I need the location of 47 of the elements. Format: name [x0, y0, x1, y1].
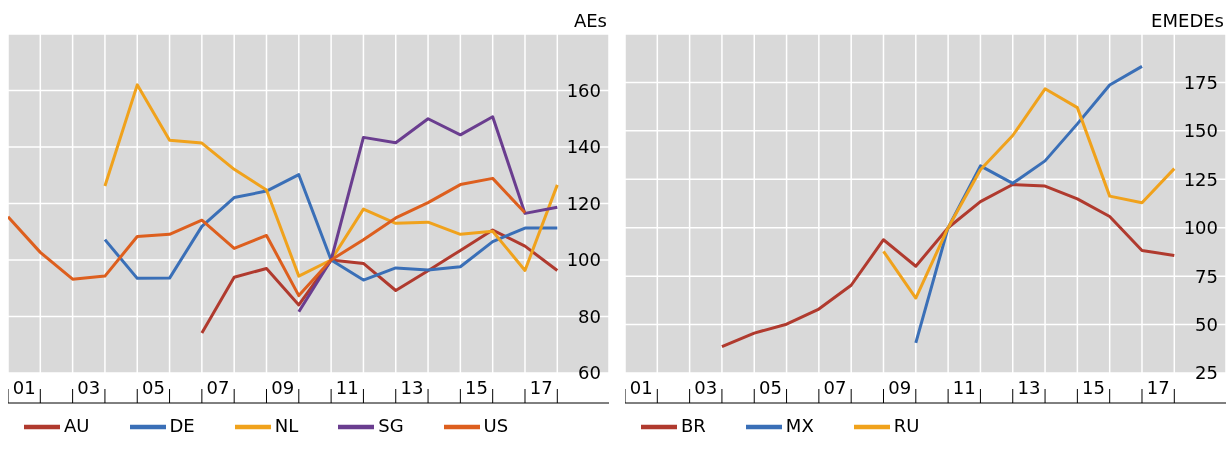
- x-tick-label: 17: [529, 376, 553, 398]
- x-tick-label: 09: [888, 376, 912, 398]
- x-tick-label: 01: [12, 376, 36, 398]
- legend-label: MX: [785, 415, 814, 436]
- x-tick-label: 05: [758, 376, 782, 398]
- x-tick-label: 11: [952, 376, 976, 398]
- x-tick-label: 03: [77, 376, 101, 398]
- x-tick-label: 01: [629, 376, 653, 398]
- y-axis-title: EMEDEs: [1151, 10, 1224, 31]
- line-series: [103, 173, 559, 282]
- y-tick-label: 125: [1183, 168, 1218, 190]
- legend-label: NL: [274, 415, 299, 436]
- line-series: [103, 83, 559, 278]
- x-tick-label: 03: [694, 376, 718, 398]
- x-tick-label: 15: [465, 376, 488, 398]
- x-tick-label: 15: [1082, 376, 1105, 398]
- legend-label: RU: [893, 415, 920, 436]
- y-tick-label: 160: [566, 79, 601, 101]
- y-axis-title: AEs: [573, 10, 607, 31]
- legend-label: US: [483, 415, 509, 436]
- legend-label: AU: [64, 415, 90, 436]
- x-tick-label: 13: [400, 376, 424, 398]
- y-tick-label: 175: [1183, 71, 1218, 93]
- legend-label: SG: [378, 415, 404, 436]
- y-tick-label: 150: [1183, 120, 1218, 142]
- y-tick-label: 100: [1183, 217, 1218, 239]
- y-tick-label: 140: [566, 136, 601, 158]
- x-tick-label: 11: [335, 376, 359, 398]
- legend-label: BR: [681, 415, 706, 436]
- y-tick-label: 80: [578, 305, 601, 327]
- line-series: [297, 115, 559, 314]
- y-tick-label: 100: [566, 249, 601, 271]
- y-tick-label: 75: [1195, 265, 1218, 287]
- y-tick-label: 60: [578, 362, 601, 384]
- x-tick-label: 05: [141, 376, 165, 398]
- line-series: [720, 183, 1176, 349]
- line-series: [882, 87, 1176, 300]
- y-tick-label: 50: [1195, 313, 1218, 335]
- x-tick-label: 09: [271, 376, 295, 398]
- y-tick-label: 120: [566, 192, 601, 214]
- legend-label: DE: [169, 415, 195, 436]
- x-tick-label: 17: [1146, 376, 1170, 398]
- x-tick-label: 13: [1017, 376, 1041, 398]
- y-tick-label: 25: [1195, 362, 1218, 384]
- x-tick-label: 07: [206, 376, 230, 398]
- x-tick-label: 07: [823, 376, 847, 398]
- line-series: [8, 176, 527, 298]
